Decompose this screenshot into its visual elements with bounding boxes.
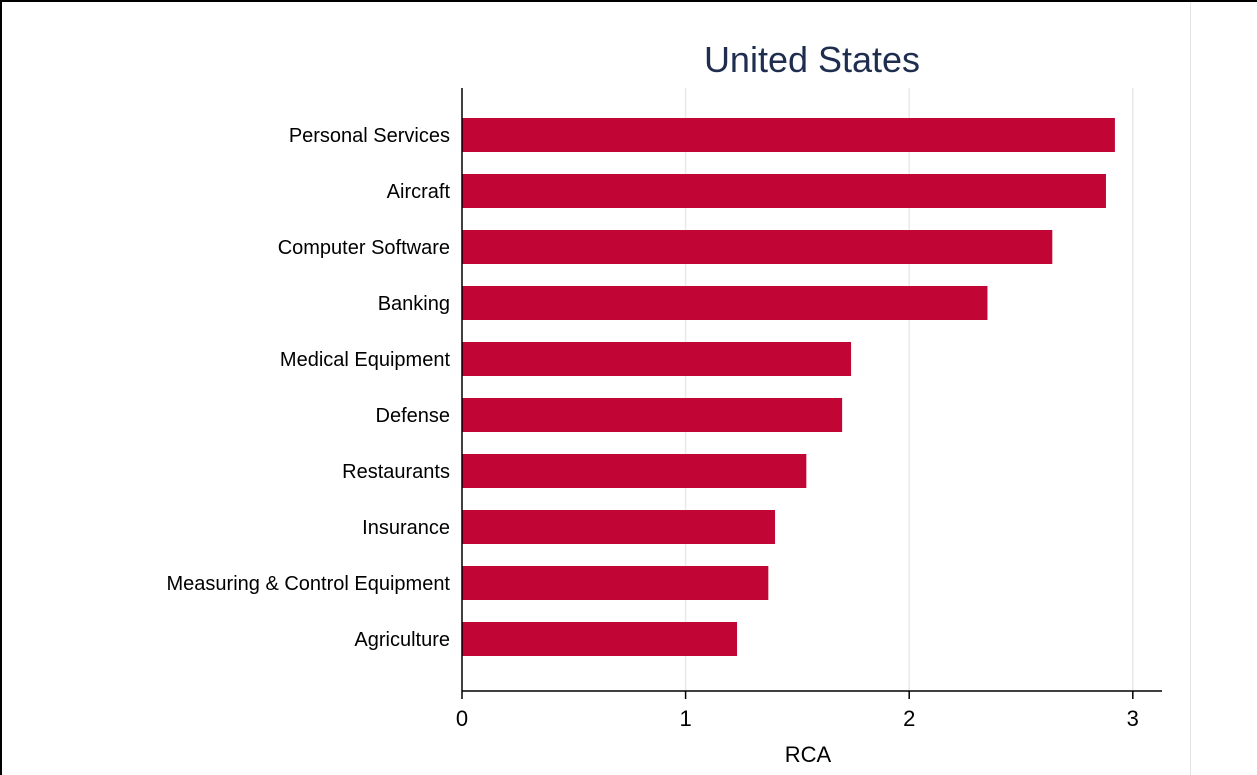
bar <box>462 230 1053 264</box>
category-label: Restaurants <box>342 461 450 483</box>
x-tick-label: 2 <box>903 706 915 731</box>
category-label: Measuring & Control Equipment <box>167 573 451 595</box>
bar <box>462 566 769 600</box>
category-labels: Personal Services Aircraft Computer Softwa… <box>167 125 451 651</box>
x-tick-label: 1 <box>679 706 691 731</box>
x-tick-label: 3 <box>1127 706 1139 731</box>
category-label: Banking <box>378 293 450 315</box>
x-axis-label: RCA <box>785 742 832 767</box>
x-tick-label: 0 <box>456 706 468 731</box>
bar <box>462 510 776 544</box>
category-label: Personal Services <box>289 125 450 147</box>
side-divider <box>1190 2 1191 775</box>
bar <box>462 398 843 432</box>
bar <box>462 286 988 320</box>
category-label: Defense <box>376 405 451 427</box>
category-label: Insurance <box>362 517 450 539</box>
category-label: Computer Software <box>278 237 450 259</box>
bar <box>462 118 1115 152</box>
bars <box>462 118 1115 656</box>
category-label: Agriculture <box>354 629 450 651</box>
category-label: Medical Equipment <box>280 349 451 371</box>
bar <box>462 342 852 376</box>
x-ticks: 0 1 2 3 <box>456 691 1139 731</box>
category-label: Aircraft <box>387 181 451 203</box>
chart-title: United States <box>704 39 920 80</box>
bar <box>462 622 738 656</box>
bar <box>462 174 1106 208</box>
bar <box>462 454 807 488</box>
